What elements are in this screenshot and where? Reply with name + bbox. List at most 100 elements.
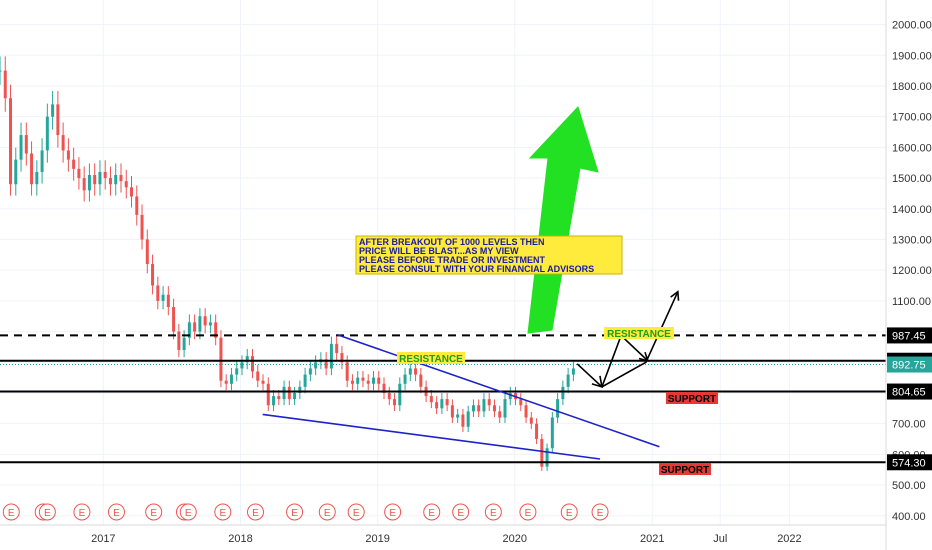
earnings-marker-label: E (150, 508, 157, 519)
candle-body (198, 316, 202, 332)
y-tick-label: 1600.00 (892, 142, 932, 154)
earnings-marker-circle[interactable] (2, 503, 20, 521)
y-tick-label: 1500.00 (892, 173, 932, 185)
candle-body (145, 239, 149, 265)
candle-body (561, 386, 565, 400)
candle-body (461, 414, 465, 427)
earnings-marker-circle[interactable] (452, 503, 470, 521)
candle-body (566, 374, 570, 387)
earnings-marker-circle[interactable] (560, 503, 578, 521)
candle-body (119, 175, 123, 182)
candle-body (219, 337, 223, 381)
earnings-marker-circle[interactable] (73, 503, 91, 521)
candle-body (9, 98, 13, 185)
candle-body (256, 371, 260, 381)
support-label-box[interactable] (666, 392, 718, 404)
earnings-marker-circle[interactable] (347, 503, 365, 521)
projection-arrows[interactable] (576, 290, 680, 388)
candle-body (303, 374, 307, 387)
trendline[interactable] (336, 333, 660, 448)
note-box-background[interactable] (355, 235, 623, 275)
earnings-marker-circle[interactable] (214, 503, 232, 521)
candle-body (293, 392, 297, 400)
trendline[interactable] (262, 413, 601, 460)
earnings-marker-label: E (566, 508, 573, 519)
level-badge-label: 804.65 (892, 387, 926, 399)
x-tick-label: 2019 (365, 533, 389, 545)
candle-body (524, 405, 528, 418)
candle-body (456, 414, 460, 418)
earnings-marker-circle[interactable] (107, 503, 125, 521)
y-axis[interactable]: 400.00500.00600.00700.00800.00900.001000… (892, 20, 932, 523)
candle-body (272, 396, 276, 406)
candle-body (156, 285, 160, 301)
candle-body (82, 178, 86, 191)
earnings-marker-circle[interactable] (384, 503, 402, 521)
candle-body (151, 264, 155, 286)
earnings-marker-circle[interactable] (179, 503, 197, 521)
big-green-arrow-shape[interactable] (527, 106, 599, 334)
resistance-label-box[interactable] (397, 352, 465, 364)
earnings-marker-circle[interactable] (247, 503, 265, 521)
note-box[interactable]: AFTER BREAKOUT OF 1000 LEVELS THENPRICE … (355, 235, 623, 275)
candle-body (77, 168, 81, 179)
projection-path[interactable] (576, 291, 679, 388)
trendlines[interactable] (262, 333, 660, 460)
earnings-marker-circle[interactable] (519, 503, 537, 521)
candle-body (403, 374, 407, 384)
candle-body (108, 178, 112, 185)
candle-body (314, 362, 318, 369)
big-green-arrow[interactable] (527, 106, 599, 334)
candle-body (51, 104, 55, 117)
earnings-markers[interactable]: EEEEEEEEEEEEEEEEEEEE (2, 503, 609, 521)
candle-body (398, 383, 402, 406)
support-label-box[interactable] (659, 463, 711, 475)
candle-body (114, 175, 118, 185)
candle-body (377, 377, 381, 384)
candle-body (229, 374, 233, 384)
candle-body (135, 196, 139, 215)
candle-body (235, 368, 239, 375)
candle-body (177, 331, 181, 350)
candle-body (371, 377, 375, 384)
earnings-marker-label: E (219, 508, 226, 519)
y-tick-label: 1400.00 (892, 204, 932, 216)
support-label: SUPPORT (668, 394, 716, 405)
note-line: AFTER BREAKOUT OF 1000 LEVELS THEN (359, 237, 545, 247)
earnings-marker-circle[interactable] (38, 503, 56, 521)
candle-body (366, 380, 370, 384)
candle-body (72, 159, 76, 169)
resistance-label-box[interactable] (604, 327, 674, 339)
earnings-marker-label: E (490, 508, 497, 519)
candle-body (98, 171, 102, 185)
earnings-marker-label: E (324, 508, 331, 519)
earnings-marker-circle[interactable] (318, 503, 336, 521)
x-axis[interactable]: 2017 2018 2019 2020 2021 Jul 2022 (91, 533, 802, 545)
earnings-marker-circle[interactable] (423, 503, 441, 521)
candle-body (477, 405, 481, 412)
earnings-marker-label: E (597, 508, 604, 519)
note-line: PLEASE BEFORE TRADE OR INVESTMENT (359, 255, 546, 265)
earnings-marker-label: E (8, 508, 15, 519)
candle-body (30, 153, 34, 185)
candle-body (66, 150, 70, 160)
y-tick-label: 1300.00 (892, 234, 932, 246)
candle-body (482, 399, 486, 412)
level-badge (887, 327, 932, 344)
earnings-marker-label: E (185, 508, 192, 519)
candle-body (172, 307, 176, 332)
earnings-marker-label: E (79, 508, 86, 519)
earnings-marker-circle[interactable] (484, 503, 502, 521)
resistance-label: RESISTANCE (607, 329, 671, 340)
candle-body (435, 402, 439, 409)
candle-body (87, 175, 91, 191)
earnings-marker-circle[interactable] (286, 503, 304, 521)
candle-body (445, 399, 449, 406)
earnings-marker-circle[interactable] (145, 503, 163, 521)
earnings-marker-label: E (428, 508, 435, 519)
resistance-label: RESISTANCE (399, 354, 463, 365)
earnings-marker-circle[interactable] (591, 503, 609, 521)
candle-body (414, 368, 418, 375)
candle-body (382, 383, 386, 393)
